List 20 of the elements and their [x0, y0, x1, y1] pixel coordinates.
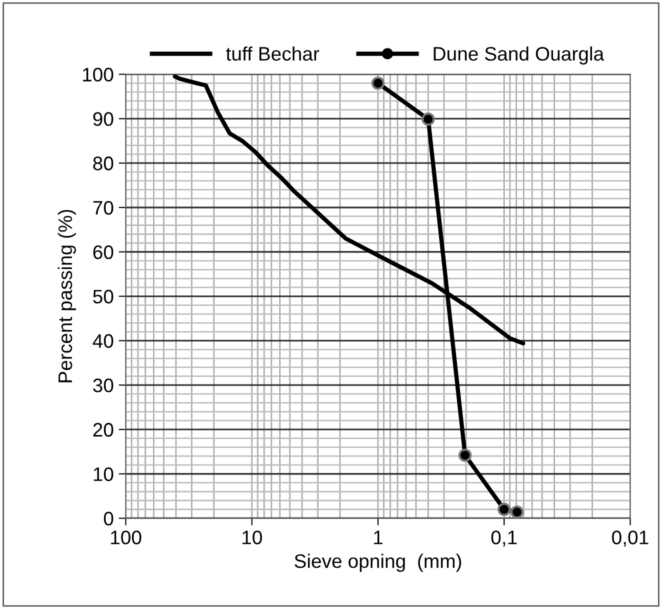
y-tick-label: 0 — [104, 512, 114, 526]
y-tick-label: 70 — [93, 200, 114, 215]
y-axis-title: Percent passing (%) — [58, 210, 76, 382]
x-tick-label: 10 — [242, 530, 262, 544]
x-tick-label: 100 — [111, 530, 142, 544]
legend-label: tuff Bechar — [226, 46, 320, 61]
x-tick-label: 0,1 — [491, 530, 517, 547]
y-tick-label: 50 — [93, 290, 114, 304]
x-tick-label: 1 — [374, 530, 382, 544]
y-tick-label: 100 — [83, 68, 114, 82]
y-tick-label: 10 — [94, 467, 114, 482]
y-tick-label: 30 — [93, 378, 114, 392]
legend-label: Dune Sand Ouargla — [434, 46, 604, 65]
x-tick-label: 0,01 — [612, 530, 648, 547]
y-tick-label: 20 — [93, 422, 114, 437]
y-tick-label: 40 — [92, 334, 114, 348]
x-axis-title: Sieve opning (mm) — [294, 554, 462, 572]
y-tick-label: 90 — [93, 112, 114, 126]
y-tick-label: 60 — [93, 245, 114, 260]
y-tick-label: 80 — [93, 156, 114, 170]
